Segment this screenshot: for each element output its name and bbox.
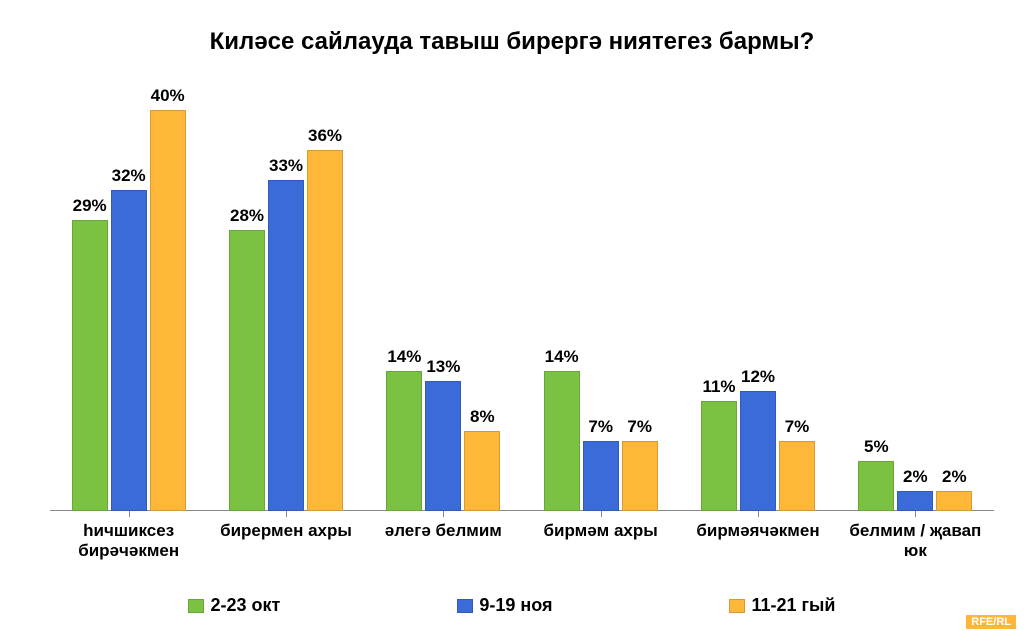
category-label: әлегә белмим — [365, 521, 522, 541]
legend-swatch — [188, 599, 204, 613]
bar-wrap: 8% — [464, 431, 500, 511]
x-tick — [286, 511, 287, 517]
bar — [268, 180, 304, 511]
category-label: бирмәячәкмен — [679, 521, 836, 541]
bar-value-label: 14% — [387, 347, 421, 367]
bar — [858, 461, 894, 511]
bar — [701, 401, 737, 511]
bar-wrap: 28% — [229, 230, 265, 511]
bar — [111, 190, 147, 511]
bar-group: 11%12%7% — [701, 391, 815, 511]
bar-value-label: 5% — [864, 437, 889, 457]
legend-item: 11-21 гый — [729, 595, 835, 616]
chart-container: Киләсе сайлауда тавыш бирергә ниятегез б… — [0, 0, 1024, 631]
legend-item: 2-23 окт — [188, 595, 280, 616]
bar-value-label: 7% — [588, 417, 613, 437]
x-tick — [915, 511, 916, 517]
bar-wrap: 33% — [268, 180, 304, 511]
bar-group: 14%7%7% — [544, 371, 658, 511]
bar-wrap: 13% — [425, 381, 461, 511]
bar-wrap: 7% — [622, 441, 658, 511]
bar-value-label: 13% — [426, 357, 460, 377]
bar-group: 29%32%40% — [72, 110, 186, 511]
legend-label: 2-23 окт — [210, 595, 280, 616]
bar-value-label: 36% — [308, 126, 342, 146]
bar-value-label: 33% — [269, 156, 303, 176]
bar-value-label: 14% — [545, 347, 579, 367]
legend-swatch — [729, 599, 745, 613]
bar-wrap: 5% — [858, 461, 894, 511]
bar-wrap: 12% — [740, 391, 776, 511]
bar-wrap: 14% — [544, 371, 580, 511]
x-tick — [758, 511, 759, 517]
legend-swatch — [457, 599, 473, 613]
bar-wrap: 40% — [150, 110, 186, 511]
category-label: һичшиксез бирәчәкмен — [50, 521, 207, 562]
bar-value-label: 8% — [470, 407, 495, 427]
bar — [779, 441, 815, 511]
legend-label: 9-19 ноя — [479, 595, 552, 616]
bar — [307, 150, 343, 511]
x-tick — [601, 511, 602, 517]
category-label: бирермен ахры — [207, 521, 364, 541]
x-axis-labels: һичшиксез бирәчәкменбирермен ахрыәлегә б… — [50, 521, 994, 571]
plot-area: 29%32%40%28%33%36%14%13%8%14%7%7%11%12%7… — [50, 90, 994, 511]
bar-wrap: 36% — [307, 150, 343, 511]
bar-value-label: 11% — [702, 377, 735, 397]
bar — [897, 491, 933, 511]
bar-wrap: 29% — [72, 220, 108, 511]
bar — [386, 371, 422, 511]
bar-value-label: 7% — [627, 417, 652, 437]
legend: 2-23 окт 9-19 ноя 11-21 гый — [0, 595, 1024, 616]
chart-title: Киләсе сайлауда тавыш бирергә ниятегез б… — [0, 0, 1024, 56]
bar-wrap: 2% — [897, 491, 933, 511]
bar-value-label: 2% — [903, 467, 928, 487]
bar-value-label: 40% — [151, 86, 185, 106]
bar — [622, 441, 658, 511]
attribution-badge: RFE/RL — [966, 615, 1016, 629]
bar-value-label: 29% — [73, 196, 107, 216]
bar-value-label: 7% — [785, 417, 810, 437]
bar — [740, 391, 776, 511]
bar-wrap: 7% — [779, 441, 815, 511]
bar-value-label: 32% — [112, 166, 146, 186]
bar-wrap: 14% — [386, 371, 422, 511]
bar — [425, 381, 461, 511]
bar — [583, 441, 619, 511]
bar — [544, 371, 580, 511]
legend-item: 9-19 ноя — [457, 595, 552, 616]
bar — [936, 491, 972, 511]
bar-group: 14%13%8% — [386, 371, 500, 511]
bar-value-label: 12% — [741, 367, 775, 387]
bar-wrap: 11% — [701, 401, 737, 511]
bar — [229, 230, 265, 511]
x-axis-line — [50, 510, 994, 511]
legend-label: 11-21 гый — [751, 595, 835, 616]
bar-value-label: 2% — [942, 467, 967, 487]
bar — [150, 110, 186, 511]
bar-value-label: 28% — [230, 206, 264, 226]
x-tick — [443, 511, 444, 517]
bar-wrap: 2% — [936, 491, 972, 511]
bar-wrap: 7% — [583, 441, 619, 511]
bar — [464, 431, 500, 511]
bar — [72, 220, 108, 511]
x-tick — [129, 511, 130, 517]
bar-group: 5%2%2% — [858, 461, 972, 511]
bar-wrap: 32% — [111, 190, 147, 511]
category-label: белмим / җавап юк — [837, 521, 994, 562]
category-label: бирмәм ахры — [522, 521, 679, 541]
bar-group: 28%33%36% — [229, 150, 343, 511]
